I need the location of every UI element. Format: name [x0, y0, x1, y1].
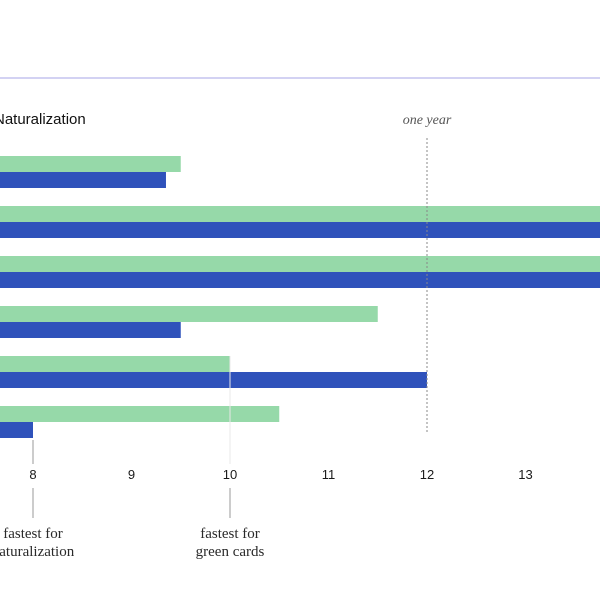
bar-green-cards-1 — [0, 156, 181, 172]
bar-naturalization-2 — [0, 222, 600, 238]
bar-naturalization-3 — [0, 272, 600, 288]
bar-naturalization-4 — [0, 322, 181, 338]
bar-green-cards-3 — [0, 256, 600, 272]
chart-title: Naturalization — [0, 111, 86, 128]
annotation-text-fastest-for-green-cards-line-1: fastest for — [200, 526, 260, 542]
annotation-text-fastest-for-green-cards-line-2: green cards — [196, 544, 265, 560]
bar-green-cards-4 — [0, 306, 378, 322]
bar-green-cards-5 — [0, 356, 230, 372]
x-tick-label-9: 9 — [128, 467, 135, 482]
one-year-label: one year — [403, 113, 452, 128]
x-tick-label-11: 11 — [322, 467, 336, 482]
x-tick-label-10: 10 — [223, 467, 237, 482]
bar-green-cards-6 — [0, 406, 280, 422]
x-tick-label-13: 13 — [518, 467, 532, 482]
annotation-text-fastest-for-naturalization-line-1: fastest for — [3, 526, 63, 542]
annotation-text-fastest-for-naturalization-line-2: naturalization — [0, 544, 75, 560]
x-tick-label-8: 8 — [29, 467, 36, 482]
x-tick-label-12: 12 — [420, 467, 434, 482]
bar-naturalization-1 — [0, 172, 166, 188]
bar-green-cards-2 — [0, 206, 600, 222]
bar-naturalization-6 — [0, 422, 33, 438]
bar-naturalization-5 — [0, 372, 427, 388]
